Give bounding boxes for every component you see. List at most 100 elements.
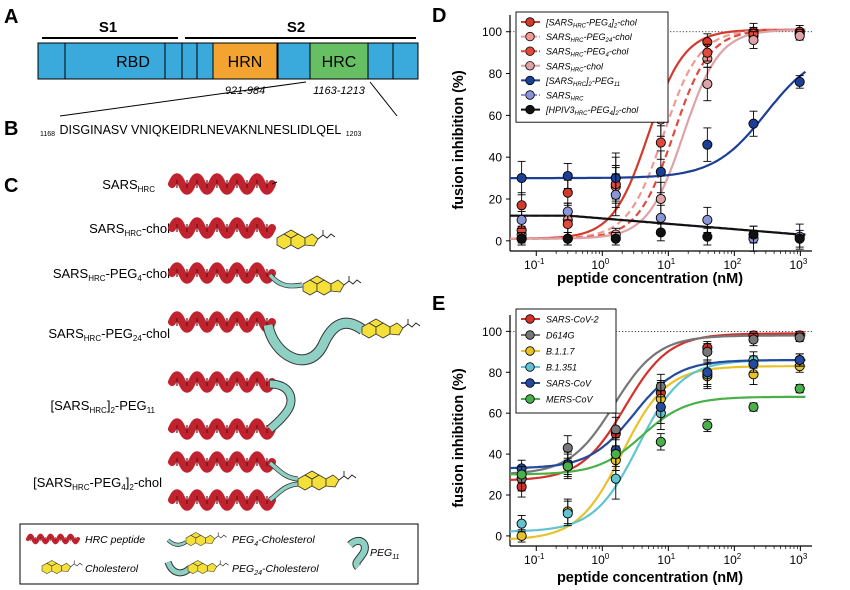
data-point (655, 227, 666, 238)
data-point (562, 442, 573, 454)
hrc-peptide-helix (172, 493, 272, 507)
x-tick-label: 103 (789, 552, 807, 567)
x-tick-label: 100 (591, 257, 609, 272)
data-point (748, 35, 759, 46)
legend-label: SARSHRC-PEG4-chol (546, 47, 629, 59)
hrn-domain (212, 42, 278, 80)
legend-peg4-cholesterol: PEG4-Cholesterol (232, 534, 315, 548)
x-tick-label: 101 (657, 552, 675, 567)
cholesterol-icon (276, 229, 336, 250)
data-point (702, 139, 713, 150)
x-tick-label: 101 (657, 257, 675, 272)
data-point (794, 233, 805, 244)
data-point (516, 233, 527, 244)
data-point (610, 424, 621, 435)
legend-marker (525, 378, 535, 388)
legend-marker (525, 17, 535, 27)
legend-marker (525, 330, 535, 340)
legend-label: SARSHRC (546, 91, 584, 103)
data-point (610, 233, 621, 244)
y-tick-label: 80 (489, 67, 503, 81)
legend-peg11: PEG11 (370, 547, 400, 561)
panel-d-xlabel: peptide concentration (nM) (557, 271, 743, 287)
legend-label: SARSHRC-chol (546, 61, 604, 73)
legend-marker (525, 75, 535, 86)
data-point (562, 219, 573, 230)
hrc-range: 1163-1213 (313, 85, 366, 97)
panel-d: D fusion inhibition (%) peptide concentr… (432, 5, 812, 287)
cholesterol-icon (297, 470, 357, 491)
legend-marker (525, 394, 535, 404)
data-point (516, 530, 527, 541)
legend-label: SARS-CoV (546, 379, 592, 389)
data-point (610, 449, 621, 460)
y-tick-label: 20 (489, 489, 503, 503)
data-point (655, 436, 666, 447)
data-point (562, 508, 573, 519)
data-point (794, 30, 805, 41)
series-curve (509, 395, 806, 476)
data-point (748, 229, 759, 240)
data-point (702, 420, 713, 431)
legend-label: [SARSHRC]2-PEG11 (545, 76, 620, 88)
legend-label: [SARSHRC-PEG4]2-chol (545, 18, 638, 30)
hrc-peptide-helix (172, 315, 272, 329)
data-point (516, 518, 527, 529)
panel-e: E fusion inhibition (%) peptide concentr… (432, 293, 812, 586)
legend-box (515, 11, 669, 123)
sequence: DISGINASV VNIQKEIDRLNEVAKNLNESLIDLQEL (60, 123, 342, 137)
sequence-end: 1203 (346, 131, 362, 138)
data-point (702, 47, 713, 58)
legend-marker (525, 46, 535, 56)
legend-marker (525, 61, 535, 71)
legend-label: D614G (546, 331, 575, 341)
data-point (562, 187, 573, 198)
panel-d-ylabel: fusion inhibition (%) (451, 70, 467, 210)
legend-label: B.1.1.7 (546, 347, 576, 357)
construct-label: SARSHRC-PEG4-chol (53, 266, 170, 283)
y-tick-label: 60 (489, 407, 503, 421)
data-point (562, 233, 573, 244)
y-tick-label: 20 (489, 193, 503, 207)
data-point (562, 206, 573, 217)
panel-c: C SARSHRC SARSHRC-chol SARSHRC-PEG4-chol… (4, 175, 421, 585)
data-point (794, 332, 805, 343)
construct-label: [SARSHRC]2-PEG11 (50, 398, 155, 415)
construct-label: SARSHRC-PEG24-chol (48, 326, 170, 343)
data-point (610, 189, 621, 200)
x-tick-label: 102 (723, 257, 741, 272)
legend-label: MERS-CoV (546, 395, 594, 405)
panel-b: B 1168 DISGINASV VNIQKEIDRLNEVAKNLNESLID… (4, 118, 361, 140)
data-point (610, 473, 621, 484)
panel-c-letter: C (4, 175, 18, 197)
legend-marker (525, 314, 535, 324)
data-point (748, 334, 759, 345)
hrc-peptide-helix (172, 375, 272, 389)
data-point (702, 214, 713, 225)
hrc-peptide-helix (172, 177, 272, 191)
legend-marker (525, 346, 535, 356)
data-point (702, 346, 713, 357)
hrc-peptide-helix (172, 455, 272, 469)
panel-e-xlabel: peptide concentration (nM) (557, 570, 743, 586)
panel-e-ylabel: fusion inhibition (%) (451, 368, 467, 508)
legend-label: SARS-CoV-2 (546, 315, 599, 325)
data-point (748, 401, 759, 413)
x-tick-label: 103 (789, 257, 807, 272)
panel-b-letter: B (4, 118, 18, 140)
y-tick-label: 80 (489, 366, 503, 380)
data-point (702, 231, 713, 242)
legend-cholesterol: Cholesterol (85, 563, 139, 575)
legend-label: [HPIV3HRC-PEG4]2-chol (545, 105, 639, 117)
data-point (516, 469, 527, 480)
data-point (516, 173, 527, 184)
y-tick-label: 0 (495, 529, 502, 543)
sequence-start: 1168 (40, 131, 55, 138)
y-tick-label: 100 (482, 25, 502, 39)
hrc-peptide-helix (172, 266, 272, 280)
construct-label: SARSHRC (102, 177, 155, 194)
x-tick-label: 100 (591, 552, 609, 567)
data-point (655, 401, 666, 413)
sequence-line: 1168 DISGINASV VNIQKEIDRLNEVAKNLNESLIDLQ… (40, 121, 361, 140)
